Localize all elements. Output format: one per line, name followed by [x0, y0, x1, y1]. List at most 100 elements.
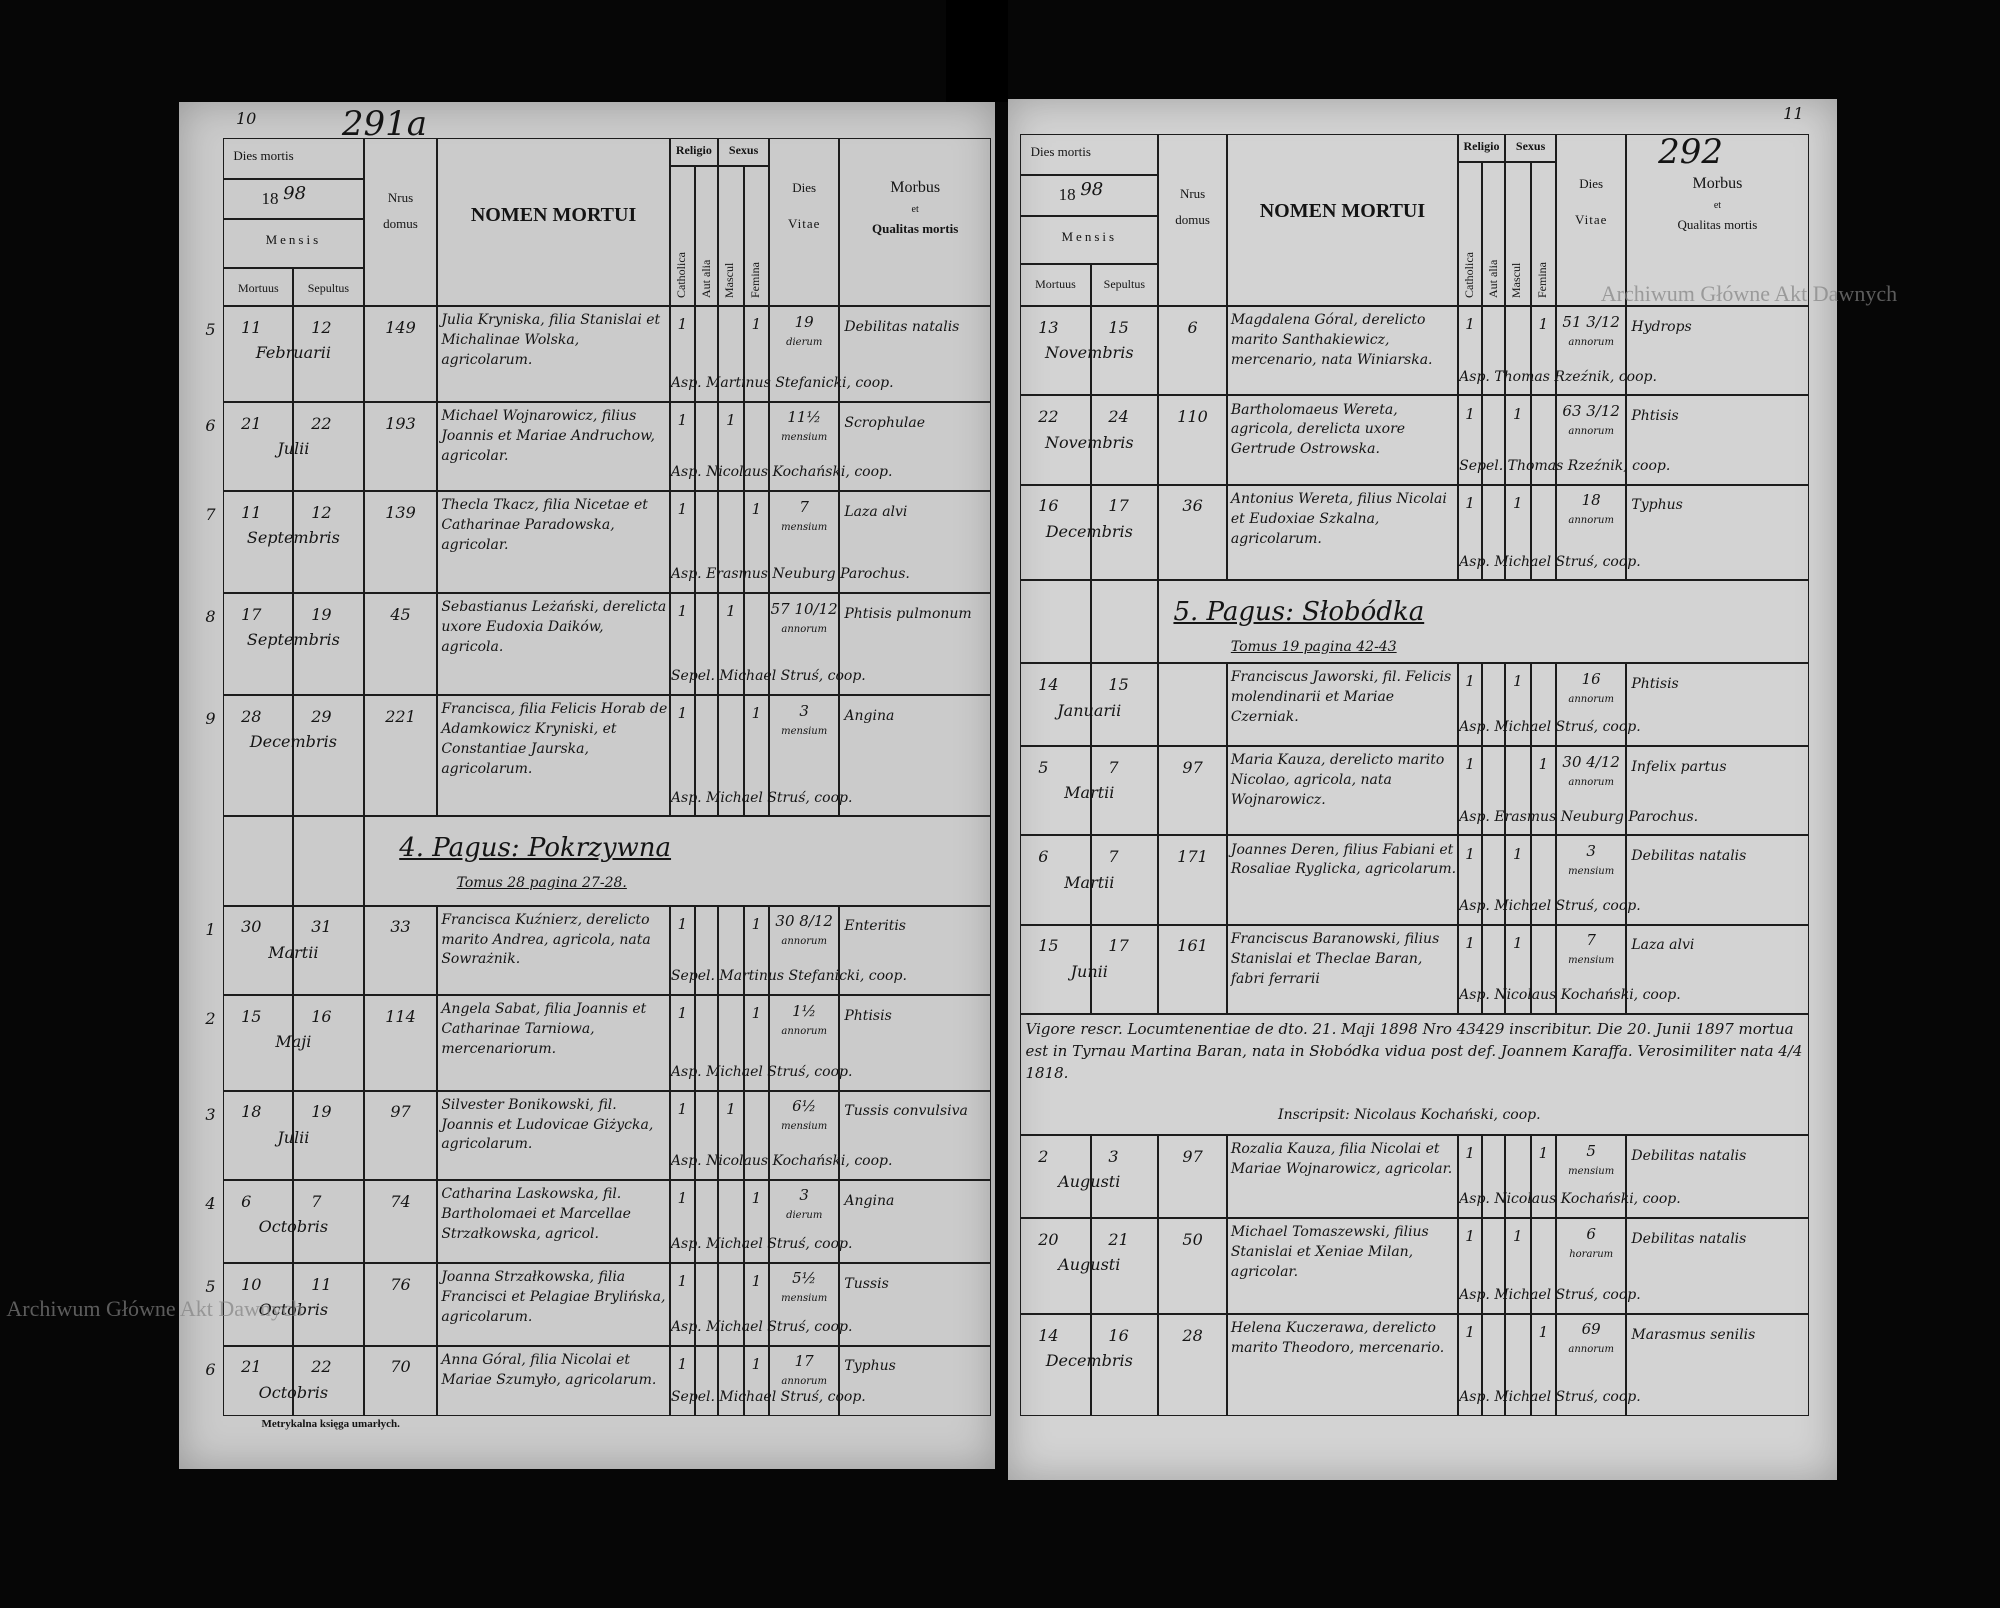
- note-signature: Inscripsit: Nicolaus Kochański, coop.: [1278, 1107, 1541, 1124]
- table-cell: [1227, 1218, 1458, 1314]
- date-mortuus: 14: [1038, 675, 1059, 694]
- row-number: 7: [205, 505, 216, 525]
- table-cell: [743, 306, 770, 402]
- table-cell: [839, 593, 992, 696]
- house-number: 139: [385, 502, 416, 522]
- table-cell: [1090, 746, 1159, 836]
- mark-femina: 1: [751, 315, 762, 334]
- house-number: 70: [390, 1357, 411, 1377]
- table-cell: [363, 816, 992, 906]
- mark-femina: 1: [751, 704, 762, 723]
- table-cell: [223, 178, 364, 220]
- table-cell: [1020, 1014, 1809, 1136]
- table-cell: [1020, 1218, 1091, 1314]
- table-cell: [223, 593, 294, 696]
- table-cell: [718, 1179, 744, 1263]
- age-unit: annorum: [781, 623, 827, 635]
- header-year-prefix: 18: [1058, 184, 1076, 204]
- table-cell: [743, 695, 770, 817]
- table-cell: [1505, 835, 1531, 925]
- table-cell: [223, 137, 364, 179]
- burial-officiant: Asp. Michael Struś, coop.: [1459, 897, 1641, 914]
- table-cell: [1158, 484, 1228, 581]
- date-mortuus: 6: [241, 1191, 252, 1211]
- burial-officiant: Asp. Martinus Stefanicki, coop.: [670, 374, 894, 391]
- age-unit: mensium: [781, 432, 828, 444]
- date-sepultus: 15: [1108, 317, 1129, 337]
- table-cell: [1530, 1135, 1557, 1219]
- cause-of-death: Debilitas natalis: [844, 318, 960, 335]
- age: 63 3/12: [1562, 402, 1620, 421]
- age: 69: [1581, 1320, 1601, 1339]
- table-cell: [1556, 1313, 1627, 1416]
- header-label: Sexus: [1515, 139, 1546, 154]
- date-mortuus: 2: [1038, 1146, 1049, 1166]
- table-cell: [839, 137, 992, 307]
- table-cell: [1457, 746, 1483, 836]
- table-cell: [743, 165, 770, 307]
- table-cell: [437, 1179, 670, 1263]
- table-cell: [437, 1090, 670, 1180]
- table-cell: [1556, 133, 1627, 307]
- burial-officiant: Asp. Erasmus Neuburg Parochus.: [1459, 808, 1699, 825]
- table-cell: [293, 905, 364, 995]
- table-cell: [363, 1262, 438, 1346]
- table-cell: [1482, 746, 1506, 836]
- header-label: Dies mortis: [233, 148, 294, 164]
- date-sepultus: 16: [1108, 1325, 1129, 1345]
- folio-number: 292: [1658, 131, 1724, 172]
- burial-officiant: Asp. Nicolaus Kochański, coop.: [670, 464, 893, 481]
- mark-femina: 1: [751, 1271, 762, 1290]
- burial-officiant: Asp. Michael Struś, coop.: [1459, 553, 1641, 570]
- age-unit: mensium: [1568, 1165, 1615, 1177]
- header-label: Mensis: [265, 232, 322, 248]
- table-cell: [718, 695, 744, 817]
- deceased-name: Michael Tomaszewski, filius Stanislai et…: [1230, 1224, 1429, 1280]
- table-cell: [1626, 484, 1809, 581]
- house-number: 36: [1182, 496, 1203, 516]
- table-cell: [669, 1345, 696, 1416]
- table-cell: [1556, 306, 1627, 396]
- age: 17: [794, 1352, 814, 1371]
- date-mortuus: 28: [241, 706, 262, 726]
- burial-officiant: Asp. Erasmus Neuburg Parochus.: [670, 566, 910, 583]
- table-cell: [669, 306, 696, 402]
- table-cell: [695, 994, 719, 1091]
- table-cell: [437, 1262, 670, 1346]
- table-cell: [718, 165, 744, 307]
- header-label: Mortuus: [237, 280, 279, 295]
- header-title: NOMEN MORTUI: [1259, 200, 1426, 223]
- table-cell: [1020, 835, 1091, 925]
- table-cell: [1505, 161, 1531, 307]
- table-cell: [1090, 395, 1159, 485]
- deceased-name: Julia Kryniska, filia Stanislai et Micha…: [441, 312, 661, 368]
- deceased-name: Helena Kuczerawa, derelicto marito Theod…: [1230, 1319, 1445, 1356]
- table-cell: [1556, 663, 1627, 747]
- house-number: 97: [390, 1102, 411, 1122]
- date-mortuus: 10: [241, 1274, 262, 1294]
- burial-officiant: Asp. Michael Struś, coop.: [670, 1318, 853, 1335]
- header-label: Dies mortis: [1030, 144, 1091, 160]
- table-cell: [718, 905, 744, 995]
- mark-femina: 1: [751, 914, 762, 933]
- table-cell: [1227, 306, 1458, 396]
- mark-mascul: 1: [1513, 844, 1523, 863]
- deceased-name: Joannes Deren, filius Fabiani et Rosalia…: [1230, 841, 1457, 878]
- house-number: 74: [390, 1191, 411, 1211]
- table-cell: [1530, 924, 1557, 1015]
- house-number: 45: [390, 604, 411, 624]
- table-cell: [1158, 835, 1228, 925]
- age-unit: annorum: [781, 1025, 827, 1037]
- table-cell: [718, 1262, 744, 1346]
- table-cell: [1457, 484, 1483, 581]
- burial-officiant: Asp. Michael Struś, coop.: [1459, 719, 1641, 736]
- mark-catholica: 1: [1465, 844, 1475, 863]
- month: Februarii: [255, 343, 331, 363]
- table-cell: [1626, 1135, 1809, 1219]
- table-cell: [1227, 1135, 1458, 1219]
- table-cell: [437, 401, 670, 492]
- table-cell: [363, 491, 438, 594]
- table-cell: [1457, 924, 1483, 1015]
- header-title: NOMEN MORTUI: [470, 204, 637, 227]
- row-number: 9: [205, 709, 216, 729]
